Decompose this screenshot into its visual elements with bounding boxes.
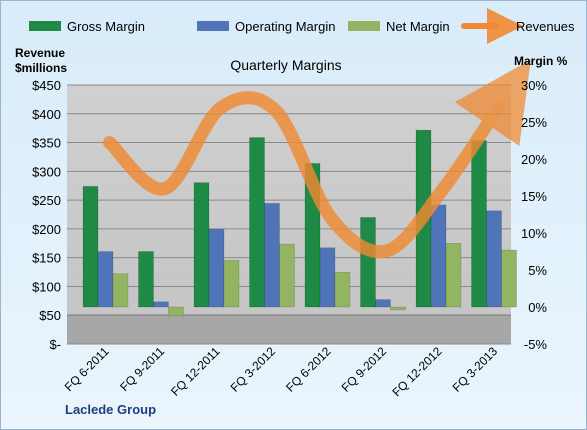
bar-operating-margin — [430, 204, 447, 308]
left-tick-label: $200 — [32, 222, 61, 237]
bar-net-margin — [112, 273, 129, 308]
left-tick-label: $50 — [39, 308, 61, 323]
bar-operating-margin — [486, 210, 502, 308]
bar-gross-margin — [249, 137, 265, 308]
x-tick-label: FQ 6-2012 — [283, 344, 334, 395]
x-tick-label: FQ 3-2013 — [450, 344, 501, 395]
bar-operating-margin — [375, 299, 391, 308]
legend: Gross Margin Operating Margin Net Margin Re… — [29, 8, 575, 44]
bar-operating-margin — [208, 229, 225, 308]
legend-label: Operating Margin — [235, 19, 335, 34]
bar-net-margin — [223, 260, 240, 308]
bar-operating-margin — [97, 251, 114, 308]
left-axis-label-line2: $millions — [15, 61, 67, 75]
left-tick-label: $100 — [32, 279, 61, 294]
right-tick-label: 5% — [528, 263, 547, 278]
bar-net-margin — [390, 306, 406, 311]
legend-label: Net Margin — [386, 19, 450, 34]
bar-net-margin — [501, 249, 517, 308]
legend-swatch — [29, 21, 61, 31]
bar-gross-margin — [193, 182, 210, 308]
left-axis-ticks: $- $50 $100 $150 $200 $250 $300 $350 $400 $450 — [32, 78, 61, 352]
legend-swatch — [197, 21, 229, 31]
bar-gross-margin — [138, 251, 154, 308]
left-tick-label: $- — [49, 337, 61, 352]
right-tick-label: 15% — [521, 189, 547, 204]
bar-gross-margin — [360, 217, 376, 308]
x-axis-ticks: FQ 6-2011 FQ 9-2011 FQ 12-2011 FQ 3-2012 FQ … — [62, 344, 501, 399]
x-tick-label: FQ 9-2012 — [339, 344, 390, 395]
x-tick-label: FQ 12-2012 — [389, 344, 444, 399]
x-tick-label: FQ 12-2011 — [168, 344, 223, 399]
right-tick-label: 20% — [521, 152, 547, 167]
x-tick-label: FQ 6-2011 — [62, 344, 112, 394]
revenue-line — [103, 59, 531, 259]
bar-gross-margin — [471, 140, 487, 308]
left-tick-label: $250 — [32, 193, 61, 208]
bar-operating-margin — [264, 203, 280, 308]
bar-gross-margin — [82, 186, 99, 308]
right-tick-label: 0% — [528, 300, 547, 315]
bar-net-margin — [445, 243, 462, 308]
left-tick-label: $350 — [32, 136, 61, 151]
right-tick-label: -5% — [524, 337, 548, 352]
bar-net-margin — [279, 243, 295, 308]
bar-net-margin — [334, 271, 351, 308]
plot-floor — [67, 314, 511, 344]
left-tick-label: $300 — [32, 164, 61, 179]
company-label: Laclede Group — [65, 402, 156, 417]
left-tick-label: $150 — [32, 251, 61, 266]
legend-label: Revenues — [516, 19, 575, 34]
left-axis-label-line1: Revenue — [15, 46, 65, 60]
legend-swatch — [348, 21, 380, 31]
bars — [82, 129, 517, 317]
left-tick-label: $450 — [32, 78, 61, 93]
chart-title: Quarterly Margins — [230, 57, 341, 73]
left-tick-label: $400 — [32, 107, 61, 122]
right-tick-label: 30% — [521, 78, 547, 93]
legend-label: Gross Margin — [67, 19, 145, 34]
bar-net-margin — [168, 306, 184, 317]
bar-operating-margin — [319, 247, 336, 308]
x-tick-label: FQ 9-2011 — [117, 344, 167, 394]
right-tick-label: 25% — [521, 115, 547, 130]
revenue-line-path — [103, 59, 531, 259]
right-axis-ticks: -5% 0% 5% 10% 15% 20% 25% 30% — [521, 78, 547, 352]
right-tick-label: 10% — [521, 226, 547, 241]
x-tick-label: FQ 3-2012 — [228, 344, 279, 395]
bar-operating-margin — [153, 301, 169, 308]
right-axis-label: Margin % — [514, 54, 568, 68]
